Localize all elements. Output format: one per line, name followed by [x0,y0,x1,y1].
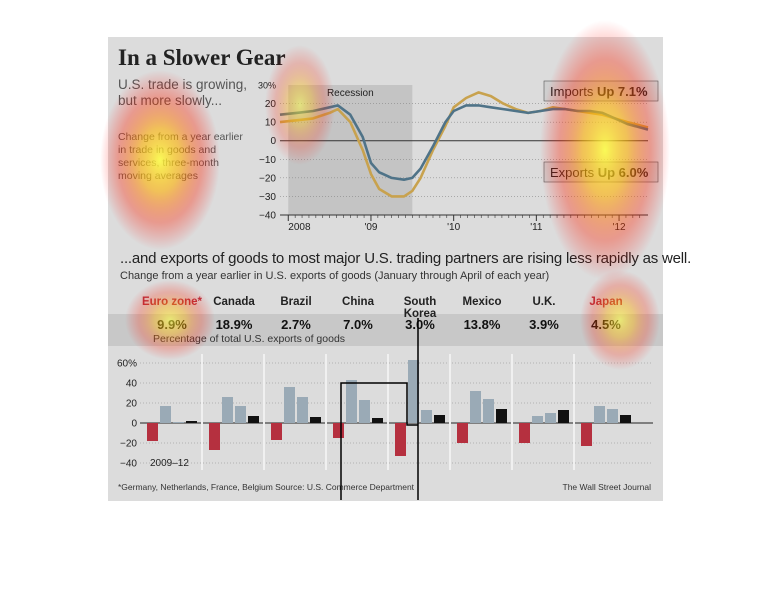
x-tick-label: '11 [530,222,543,233]
country-label: Japan [589,296,623,308]
y-tick-label: 30% [258,81,276,91]
export-share-value: 3.0% [405,317,435,332]
bar-2010 [470,391,481,423]
export-share-value: 3.9% [529,317,559,332]
y-tick-label: 0 [270,136,276,147]
bar-2009 [457,423,468,443]
export-share-value: 7.0% [343,317,373,332]
source-footnote: *Germany, Netherlands, France, Belgium S… [118,482,415,492]
section-note: Change from a year earlier in U.S. expor… [120,270,550,282]
period-label: 2009–12 [150,458,189,469]
y-tick-label: −20 [120,439,137,450]
bar-2012 [186,421,197,423]
recession-label: Recession [327,88,374,99]
bar-2011 [235,406,246,423]
lead-text: U.S. trade is growing, but more slowly..… [118,77,248,108]
bar-2009 [209,423,220,450]
y-tick-label: −10 [259,155,276,166]
bar-2012 [310,417,321,423]
bar-2011 [297,397,308,423]
chart-note: Change from a year earlier in trade in g… [118,131,243,182]
export-share-value: 13.8% [463,317,501,332]
bar-2009 [333,423,344,438]
imports-callout-value: Up 7.1% [597,84,648,99]
bar-2011 [545,413,556,423]
y-tick-label: 60% [117,359,137,370]
bar-2011 [483,399,494,423]
export-share-value: 4.5% [591,317,621,332]
y-tick-label: −20 [259,173,276,184]
export-share-value: 2.7% [281,317,311,332]
bar-2011 [173,422,184,423]
bar-2010 [594,406,605,423]
exports-callout: Exports Up 6.0% [543,161,659,183]
bar-2011 [359,400,370,423]
bar-2009 [519,423,530,443]
infographic-panel: In a Slower Gear U.S. trade is growing, … [108,37,691,501]
imports-callout-text: Imports Up 7.1% [550,84,648,99]
y-tick-label: 0 [131,419,137,430]
bar-2011 [421,410,432,423]
bar-2009 [147,423,158,441]
bar-2009 [271,423,282,440]
bar-2012 [434,415,445,423]
bar-2010 [346,380,357,423]
exports-callout-value: Up 6.0% [598,165,649,180]
export-share-value: 9.9% [157,317,187,332]
bar-2010 [284,387,295,423]
country-label: Brazil [280,296,312,308]
bar-2010 [408,360,419,423]
x-tick-label: '10 [447,222,460,233]
y-tick-label: −40 [120,459,137,470]
country-label: Mexico [462,296,502,308]
section-heading: ...and exports of goods to most major U.… [120,250,692,267]
imports-callout: Imports Up 7.1% [543,80,659,102]
x-tick-label: '09 [364,222,377,233]
exports-callout-text: Exports Up 6.0% [550,165,649,180]
bar-2010 [160,406,171,423]
y-tick-label: 10 [265,118,277,129]
bar-2011 [607,409,618,423]
page-title: In a Slower Gear [118,45,286,70]
y-tick-label: 20 [265,99,277,110]
x-tick-label: 2008 [288,222,311,233]
bar-2009 [581,423,592,446]
x-tick-label: '12 [613,222,626,233]
export-share-value: 18.9% [215,317,253,332]
bar-2010 [532,416,543,423]
country-label: Euro zone* [141,296,203,308]
bar-2012 [496,409,507,423]
credit-line: The Wall Street Journal [562,482,652,492]
bar-2009 [395,423,406,456]
bar-2012 [620,415,631,423]
bar-2012 [558,410,569,423]
country-label: South Korea [403,296,437,320]
share-label: Percentage of total U.S. exports of good… [153,333,346,345]
country-label: Canada [213,296,255,308]
bar-2012 [372,418,383,423]
bar-2012 [248,416,259,423]
exports-callout-series: Exports [550,165,598,180]
exports-bar-chart: 60% 40 20 0 −20 −40 2009–12 [117,354,653,470]
country-label: China [342,296,374,308]
y-tick-label: −40 [259,211,276,222]
y-tick-label: −30 [259,192,276,203]
trade-line-chart: Recession 30% 20 10 0 −10 −20 −30 −40 2008 '09 '10 '… [258,80,659,233]
bar-2010 [222,397,233,423]
y-tick-label: 40 [126,379,138,390]
y-tick-label: 20 [126,399,138,410]
country-label: U.K. [532,296,556,308]
imports-callout-series: Imports [550,84,597,99]
